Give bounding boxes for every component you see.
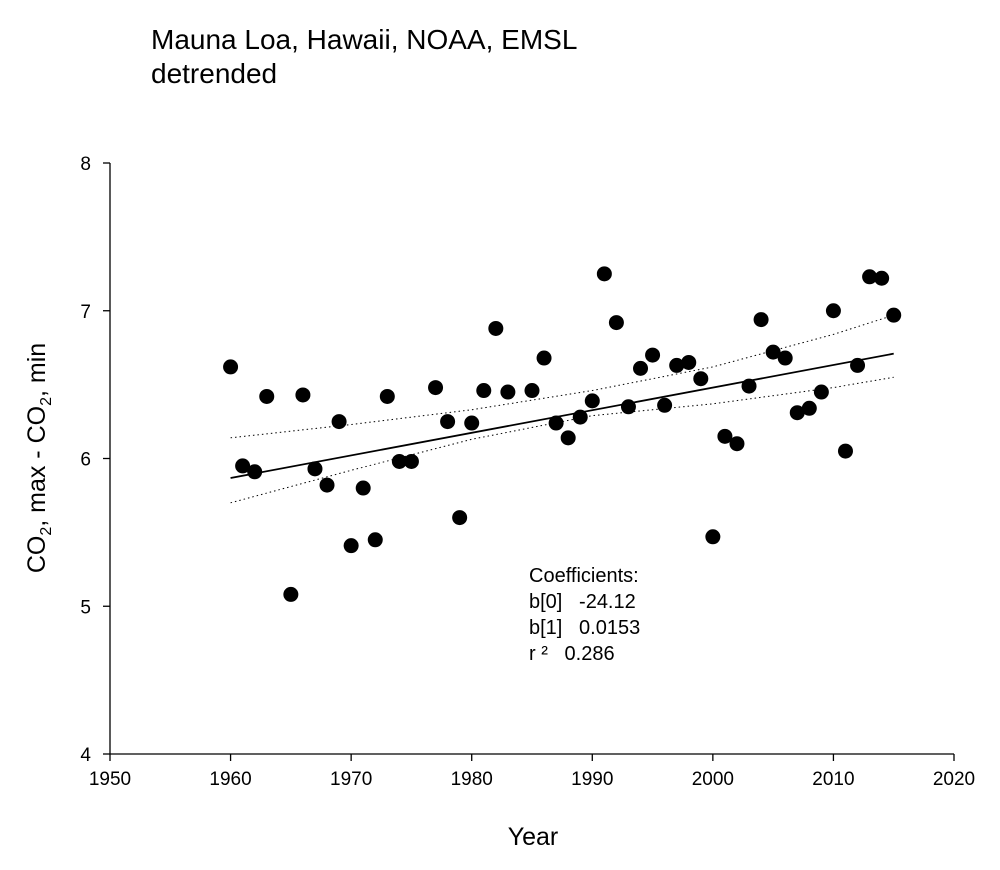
data-point	[536, 350, 552, 366]
data-point	[584, 393, 600, 409]
y-tick-label: 5	[80, 597, 91, 618]
x-tick-label: 1980	[451, 769, 493, 790]
x-tick-label: 2000	[692, 769, 734, 790]
data-point	[777, 350, 793, 366]
data-point	[440, 414, 456, 430]
x-tick-label: 1960	[209, 769, 251, 790]
confidence-upper-line	[230, 314, 894, 439]
coefficient-b1: b[1] 0.0153	[529, 617, 640, 639]
data-point	[391, 453, 407, 469]
data-point	[524, 383, 540, 399]
x-tick-label: 1990	[571, 769, 613, 790]
coefficients-heading: Coefficients:	[529, 565, 639, 587]
y-tick-label: 7	[80, 302, 91, 323]
y-tick-label: 4	[80, 745, 91, 766]
data-point	[837, 443, 853, 459]
coefficients-annotation: Coefficients: b[0] -24.12 b[1] 0.0153 r …	[529, 565, 640, 665]
data-point	[729, 436, 745, 452]
data-point	[789, 405, 805, 421]
data-point	[862, 269, 878, 285]
data-point	[874, 270, 890, 286]
data-point	[476, 383, 492, 399]
data-point	[596, 266, 612, 282]
data-point	[247, 464, 263, 480]
x-axis-label: Year	[508, 823, 559, 851]
y-axis-ticks: 4 5 6 7 8	[80, 154, 110, 766]
data-point	[452, 510, 468, 526]
data-point	[681, 354, 697, 370]
data-point	[307, 461, 323, 477]
data-point	[548, 415, 564, 431]
regression-line	[230, 352, 894, 479]
data-point	[283, 586, 299, 602]
data-point	[620, 399, 636, 415]
data-points	[223, 266, 902, 602]
data-point	[403, 453, 419, 469]
data-point	[428, 380, 444, 396]
x-axis-ticks: 1950 1960 1970 1980 1990 2000 2010 2020	[89, 754, 975, 790]
axes	[109, 163, 954, 755]
data-point	[331, 414, 347, 430]
data-point	[633, 360, 649, 376]
data-point	[464, 415, 480, 431]
data-point	[608, 315, 624, 331]
y-tick-label: 6	[80, 450, 91, 471]
data-point	[741, 378, 757, 394]
data-point	[235, 458, 251, 474]
data-point	[801, 400, 817, 416]
r-squared: r ² 0.286	[529, 643, 615, 665]
data-point	[813, 384, 829, 400]
data-point	[765, 344, 781, 360]
data-point	[669, 357, 685, 373]
data-point	[886, 307, 902, 323]
x-tick-label: 2020	[933, 769, 975, 790]
data-point	[693, 371, 709, 387]
data-point	[379, 388, 395, 404]
chart-title: Mauna Loa, Hawaii, NOAA, EMSL	[151, 24, 578, 55]
data-point	[259, 388, 275, 404]
data-point	[753, 312, 769, 328]
data-point	[500, 384, 516, 400]
x-tick-label: 2010	[812, 769, 854, 790]
data-point	[645, 347, 661, 363]
x-tick-label: 1970	[330, 769, 372, 790]
y-tick-label: 8	[80, 154, 91, 175]
data-point	[850, 357, 866, 373]
data-point	[343, 538, 359, 554]
coefficient-b0: b[0] -24.12	[529, 591, 636, 613]
data-point	[560, 430, 576, 446]
data-point	[717, 428, 733, 444]
data-point	[705, 529, 721, 545]
data-point	[572, 409, 588, 425]
data-point	[319, 477, 335, 493]
data-point	[295, 387, 311, 403]
regression-group	[230, 352, 894, 479]
y-axis-label: CO2, max - CO2, min	[23, 343, 55, 573]
data-point	[657, 397, 673, 413]
data-point	[223, 359, 239, 375]
x-tick-label: 1950	[89, 769, 131, 790]
data-point	[825, 303, 841, 319]
data-point	[355, 480, 371, 496]
confidence-band	[230, 314, 894, 504]
data-point	[488, 320, 504, 336]
data-point	[367, 532, 383, 548]
chart-subtitle: detrended	[151, 58, 278, 89]
